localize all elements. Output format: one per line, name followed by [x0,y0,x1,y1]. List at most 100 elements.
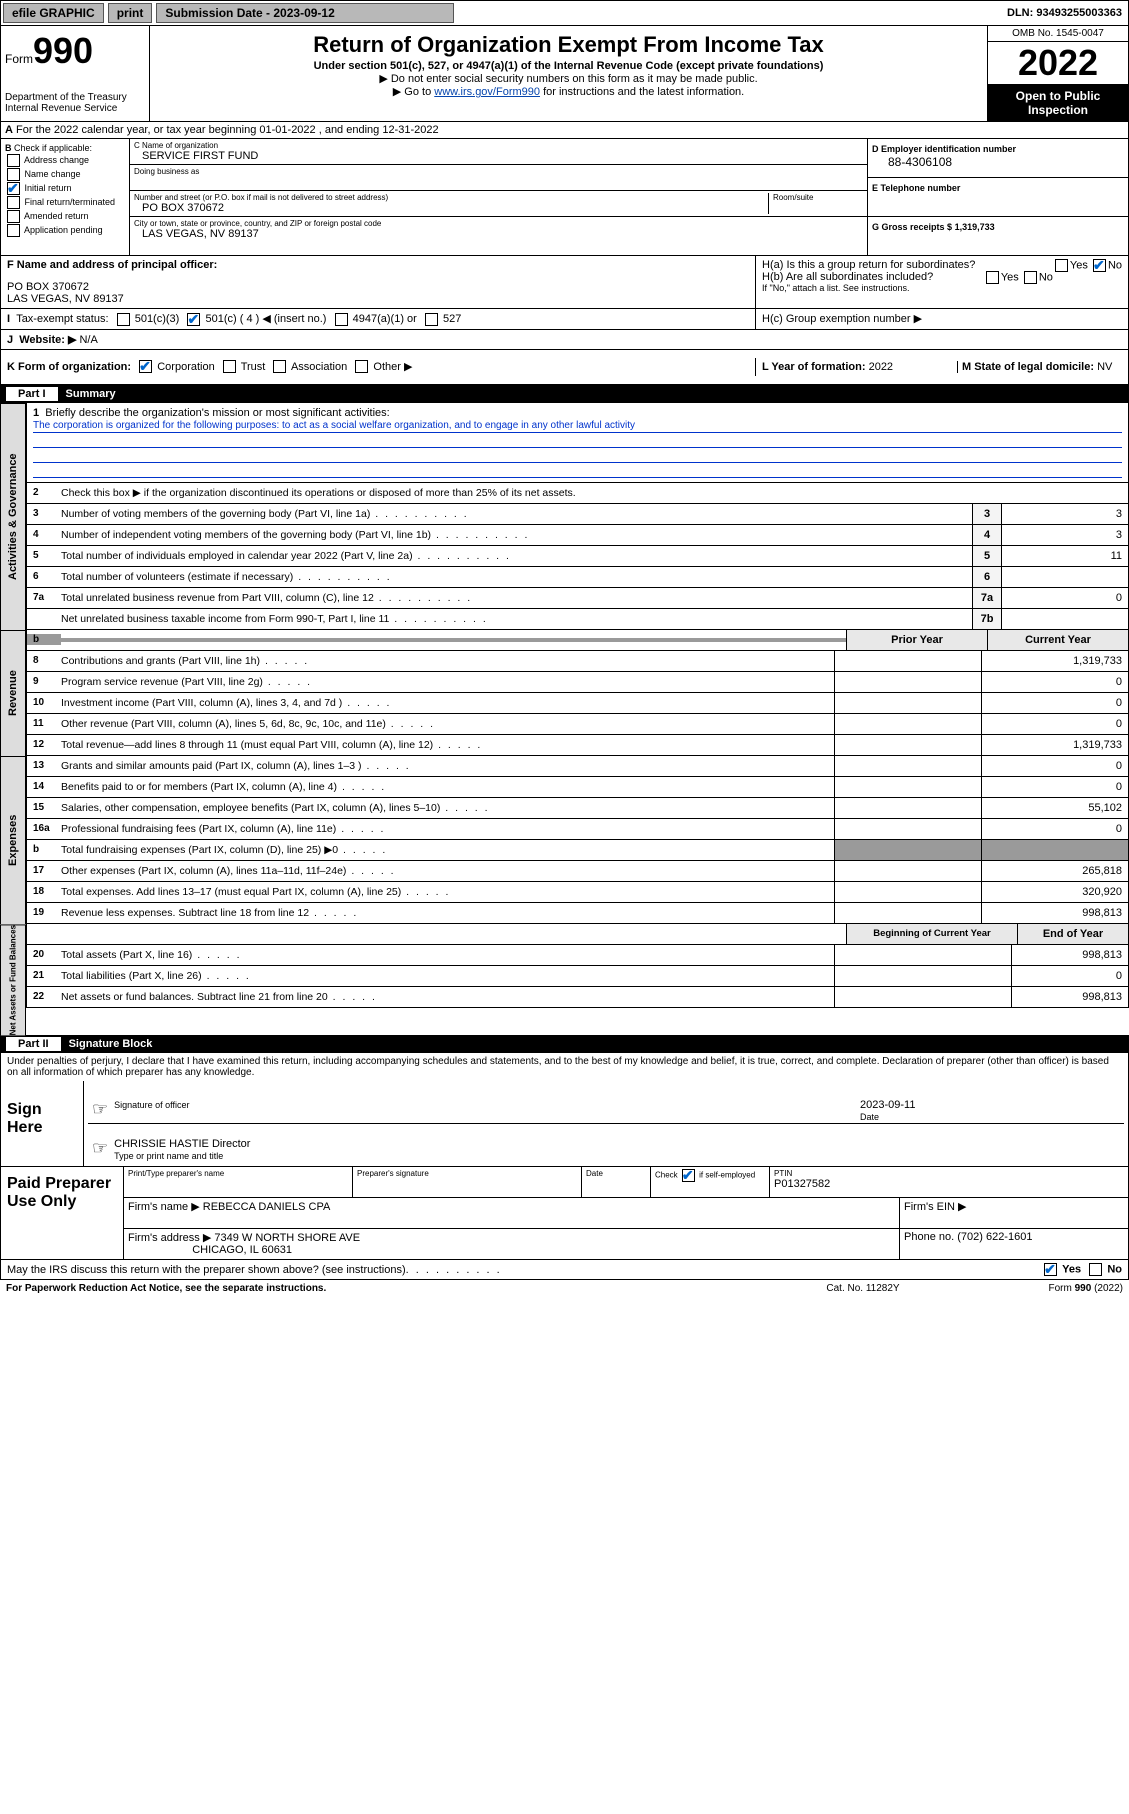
line-hb: H(b) Are all subordinates included? Yes … [762,271,1122,283]
preparer-label: Paid Preparer Use Only [1,1167,124,1259]
dept-label: Department of the Treasury [5,92,145,103]
pointer-icon: ☞ [92,1099,108,1123]
table-row: 15Salaries, other compensation, employee… [26,798,1129,819]
pointer-icon: ☞ [92,1138,108,1162]
form-note1: ▶ Do not enter social security numbers o… [154,72,983,85]
sig-name-label: Type or print name and title [114,1151,223,1161]
room-label: Room/suite [773,193,863,202]
city-value: LAS VEGAS, NV 89137 [134,228,259,240]
part2-header: Part II Signature Block [0,1035,1129,1053]
na-header-row: Beginning of Current Year End of Year [26,924,1129,945]
form-number: 990 [33,30,93,71]
firm-name: REBECCA DANIELS CPA [203,1201,331,1213]
gross-label: G Gross receipts $ 1,319,733 [872,222,995,232]
vert-revenue: Revenue [0,630,26,756]
vert-expenses: Expenses [0,756,26,924]
line-ha: H(a) Is this a group return for subordin… [762,259,1122,271]
addr-label: Number and street (or P.O. box if mail i… [134,193,768,202]
pra-notice: For Paperwork Reduction Act Notice, see … [6,1283,763,1294]
table-row: 4Number of independent voting members of… [26,525,1129,546]
table-row: 22Net assets or fund balances. Subtract … [26,987,1129,1008]
table-row: 20Total assets (Part X, line 16)998,813 [26,945,1129,966]
cat-no: Cat. No. 11282Y [763,1283,963,1294]
form-ref: Form 990 (2022) [963,1283,1123,1294]
form-note2: ▶ Go to www.irs.gov/Form990 for instruct… [154,85,983,98]
firm-phone: (702) 622-1601 [957,1231,1032,1243]
part1-header: Part I Summary [0,385,1129,403]
table-row: 11Other revenue (Part VIII, column (A), … [26,714,1129,735]
table-row: 18Total expenses. Add lines 13–17 (must … [26,882,1129,903]
vert-netassets: Net Assets or Fund Balances [0,924,26,1035]
print-button[interactable]: print [108,3,153,23]
mission-block: 1 Briefly describe the organization's mi… [26,403,1129,483]
check-b-block: B Check if applicable: Address change Na… [1,139,130,255]
line-f-label: F Name and address of principal officer: [7,259,749,271]
sig-name: CHRISSIE HASTIE Director [114,1138,250,1150]
table-row: 6Total number of volunteers (estimate if… [26,567,1129,588]
form-subtitle: Under section 501(c), 527, or 4947(a)(1)… [154,60,983,72]
efile-button[interactable]: efile GRAPHIC [3,3,104,23]
corp-checkbox[interactable] [139,360,152,373]
table-row: 7aTotal unrelated business revenue from … [26,588,1129,609]
tax-year: 2022 [988,42,1128,85]
line-hb-note: If "No," attach a list. See instructions… [762,283,1122,293]
form-title: Return of Organization Exempt From Incom… [154,32,983,58]
table-row: 19Revenue less expenses. Subtract line 1… [26,903,1129,924]
dln-label: DLN: 93493255003363 [1007,7,1128,19]
line-a: A For the 2022 calendar year, or tax yea… [0,122,1129,139]
irs-label: Internal Revenue Service [5,103,145,114]
initial-return-checkbox[interactable] [7,182,20,195]
table-row: 12Total revenue—add lines 8 through 11 (… [26,735,1129,756]
discuss-row: May the IRS discuss this return with the… [0,1260,1129,1280]
ha-no-checkbox[interactable] [1093,259,1106,272]
vert-governance: Activities & Governance [0,403,26,630]
table-row: 21Total liabilities (Part X, line 26)0 [26,966,1129,987]
declaration-text: Under penalties of perjury, I declare th… [0,1053,1129,1081]
table-row: 16aProfessional fundraising fees (Part I… [26,819,1129,840]
firm-addr1: 7349 W NORTH SHORE AVE [214,1232,360,1244]
line-i: I Tax-exempt status: 501(c)(3) 501(c) ( … [0,309,1129,330]
table-row: 14Benefits paid to or for members (Part … [26,777,1129,798]
omb-number: OMB No. 1545-0047 [988,26,1128,42]
table-row: Net unrelated business taxable income fr… [26,609,1129,630]
ein-value: 88-4306108 [872,155,1124,169]
line-2: 2 Check this box ▶ if the organization d… [26,483,1129,504]
dba-value [134,176,142,188]
entity-block: B Check if applicable: Address change Na… [0,139,1129,256]
inspection-notice: Open to Public Inspection [988,85,1128,121]
line-hc: H(c) Group exemption number ▶ [755,309,1128,329]
self-employed-checkbox[interactable] [682,1169,695,1182]
table-row: 8Contributions and grants (Part VIII, li… [26,651,1129,672]
col-header-row: b Prior Year Current Year [26,630,1129,651]
org-name-label: C Name of organization [134,141,863,150]
top-toolbar: efile GRAPHIC print Submission Date - 20… [0,0,1129,26]
firm-addr2: CHICAGO, IL 60631 [192,1244,292,1256]
form-word: Form [5,52,33,66]
501c4-checkbox[interactable] [187,313,200,326]
preparer-block: Paid Preparer Use Only Print/Type prepar… [0,1167,1129,1260]
addr-value: PO BOX 370672 [134,202,224,214]
line-j: J Website: ▶ N/A [0,330,1129,350]
form-header: Form990 Department of the Treasury Inter… [0,26,1129,122]
table-row: 17Other expenses (Part IX, column (A), l… [26,861,1129,882]
sig-date-label: Date [860,1112,879,1122]
irs-link[interactable]: www.irs.gov/Form990 [434,86,540,98]
phone-label: E Telephone number [872,183,960,193]
table-row: 9Program service revenue (Part VIII, lin… [26,672,1129,693]
line-f-h: F Name and address of principal officer:… [0,256,1129,309]
sig-date: 2023-09-11 [860,1099,915,1111]
ptin-value: P01327582 [774,1178,830,1190]
mission-text: The corporation is organized for the fol… [33,419,1122,433]
table-row: 13Grants and similar amounts paid (Part … [26,756,1129,777]
discuss-yes-checkbox[interactable] [1044,1263,1057,1276]
ein-label: D Employer identification number [872,144,1016,154]
dba-label: Doing business as [134,167,863,176]
submission-date-label: Submission Date - 2023-09-12 [156,3,454,23]
sign-here-label: Sign Here [1,1081,84,1166]
table-row: 10Investment income (Part VIII, column (… [26,693,1129,714]
line-k-l-m: K Form of organization: Corporation Trus… [0,350,1129,385]
officer-addr2: LAS VEGAS, NV 89137 [7,293,749,305]
city-label: City or town, state or province, country… [134,219,863,228]
officer-addr1: PO BOX 370672 [7,281,749,293]
page-footer: For Paperwork Reduction Act Notice, see … [0,1280,1129,1297]
